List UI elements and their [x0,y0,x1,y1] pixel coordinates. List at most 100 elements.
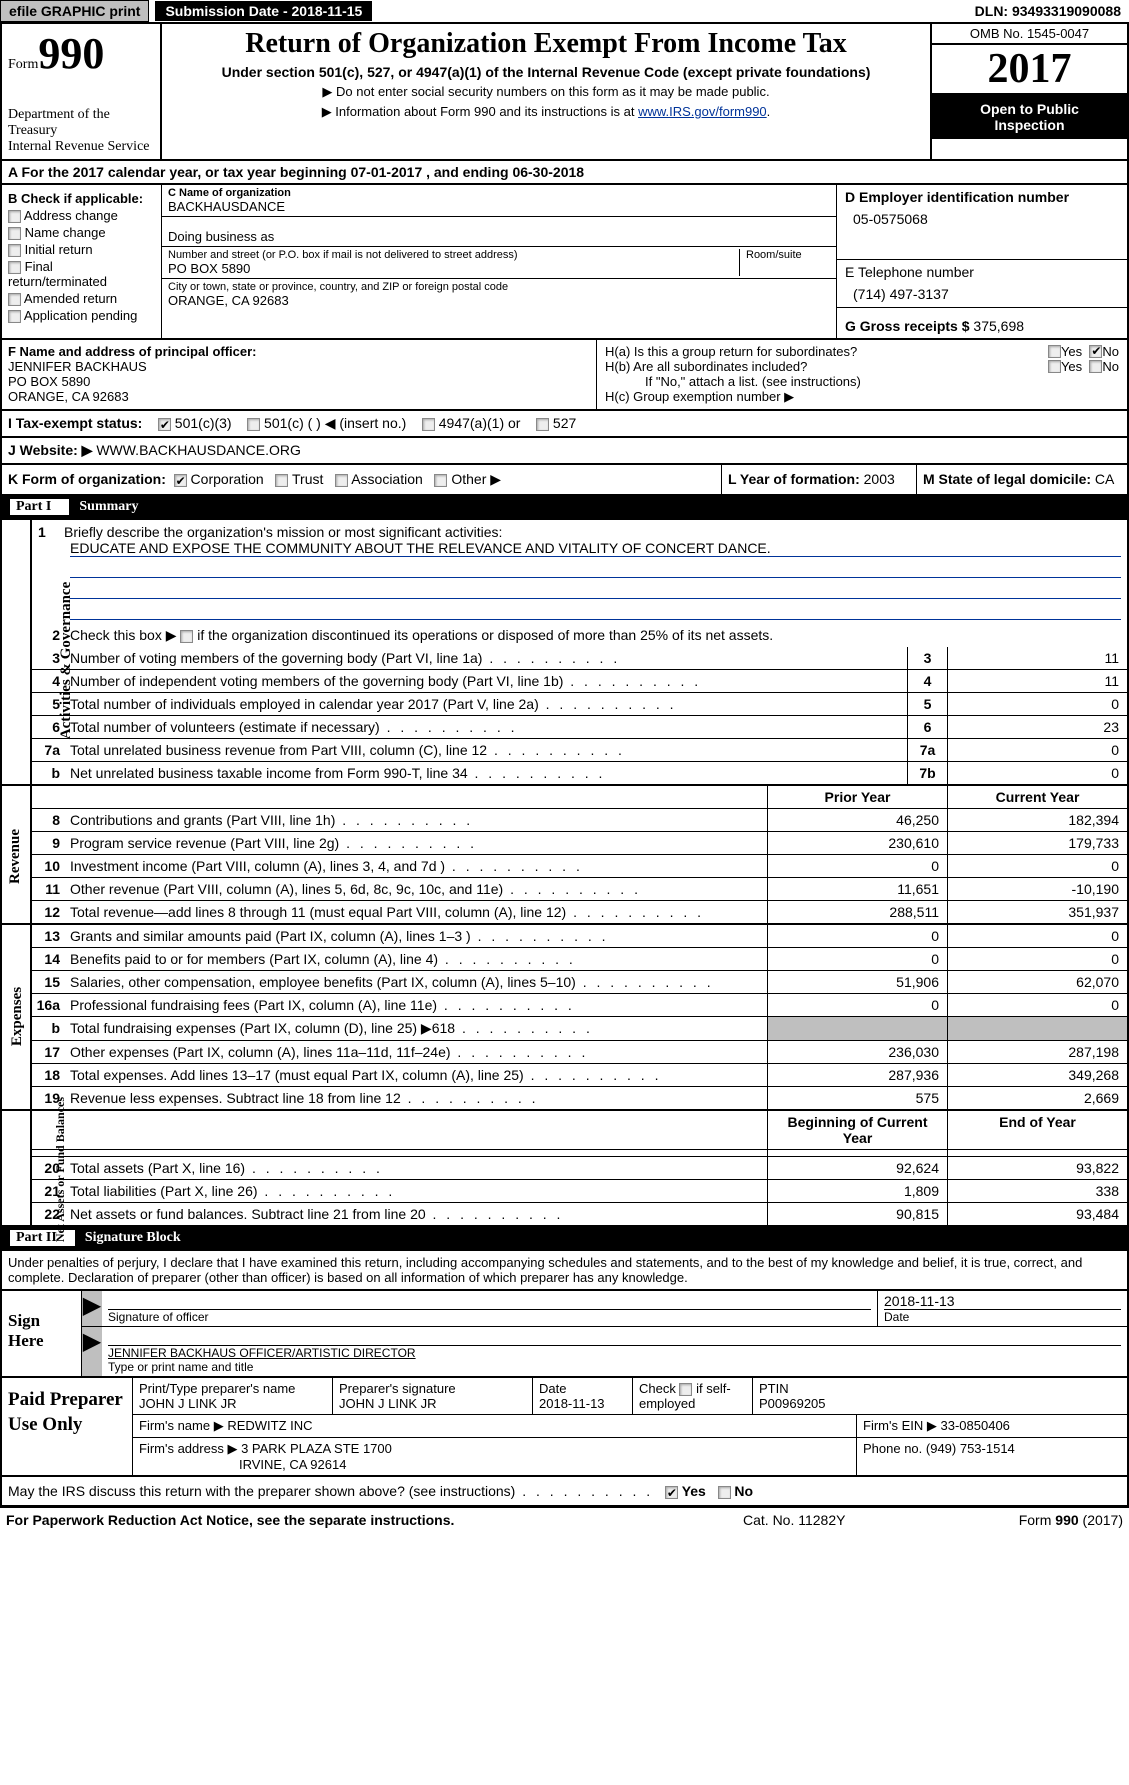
h-a: H(a) Is this a group return for subordin… [605,344,1119,359]
checkbox-icon[interactable] [1089,360,1102,373]
checkbox-icon[interactable] [434,474,447,487]
form-title: Return of Organization Exempt From Incom… [172,28,920,60]
discuss-row: May the IRS discuss this return with the… [0,1477,1129,1507]
checkbox-icon[interactable] [679,1383,692,1396]
b-header: B Check if applicable: [8,191,155,206]
row-i: I Tax-exempt status: 501(c)(3) 501(c) ( … [0,411,1129,438]
page-footer: For Paperwork Reduction Act Notice, see … [0,1507,1129,1532]
checkbox-icon[interactable] [158,418,171,431]
checkbox-icon[interactable] [8,210,21,223]
f-label: F Name and address of principal officer: [8,344,590,359]
table-row: b Net unrelated business taxable income … [32,762,1127,784]
checkbox-icon[interactable] [665,1486,678,1499]
summary-expenses: Expenses 13 Grants and similar amounts p… [0,925,1129,1111]
checkbox-icon[interactable] [1048,360,1061,373]
q2: Check this box ▶ if the organization dis… [64,624,1127,647]
e-phone: E Telephone number(714) 497-3137 [837,260,1127,308]
efile-button[interactable]: efile GRAPHIC print [0,0,149,22]
part2-header: Part IISignature Block [0,1227,1129,1251]
table-row: 22 Net assets or fund balances. Subtract… [32,1203,1127,1225]
firm-ein: 33-0850406 [941,1418,1010,1433]
b-opt-2: Initial return [8,242,155,257]
row-a: A For the 2017 calendar year, or tax yea… [0,161,1129,185]
h-b: H(b) Are all subordinates included? Yes … [605,359,1119,374]
m-state: M State of legal domicile: CA [917,465,1127,494]
table-row: 10 Investment income (Part VIII, column … [32,855,1127,878]
firm-addr1: 3 PARK PLAZA STE 1700 [241,1441,392,1456]
checkbox-icon[interactable] [8,293,21,306]
table-row: 5 Total number of individuals employed i… [32,693,1127,716]
table-row: 7a Total unrelated business revenue from… [32,739,1127,762]
sidebar-revenue: Revenue [7,829,24,884]
checkbox-icon[interactable] [536,418,549,431]
sig-declaration: Under penalties of perjury, I declare th… [0,1251,1129,1291]
mission-text: EDUCATE AND EXPOSE THE COMMUNITY ABOUT T… [70,540,1121,557]
prep-date: 2018-11-13 [539,1396,626,1411]
sidebar-governance: Activities & Governance [58,582,75,739]
b-opt-5: Application pending [8,308,155,323]
firm-addr2: IRVINE, CA 92614 [139,1457,850,1472]
b-opt-3: Final return/terminated [8,259,155,289]
checkbox-icon[interactable] [335,474,348,487]
section-f-h: F Name and address of principal officer:… [0,340,1129,411]
table-row: 21 Total liabilities (Part X, line 26) 1… [32,1180,1127,1203]
checkbox-icon[interactable] [422,418,435,431]
part1-header: Part ISummary [0,496,1129,520]
table-row: 9 Program service revenue (Part VIII, li… [32,832,1127,855]
table-row: 14 Benefits paid to or for members (Part… [32,948,1127,971]
table-row: 8 Contributions and grants (Part VIII, l… [32,809,1127,832]
table-row: 20 Total assets (Part X, line 16) 92,624… [32,1157,1127,1180]
sig-date: 2018-11-13 [884,1293,1121,1309]
row-k-l-m: K Form of organization: Corporation Trus… [0,465,1129,496]
c-street: Number and street (or P.O. box if mail i… [162,247,836,279]
f-addr2: ORANGE, CA 92683 [8,389,590,404]
table-row: 15 Salaries, other compensation, employe… [32,971,1127,994]
checkbox-icon[interactable] [275,474,288,487]
arrow-icon: ▶ [82,1291,102,1326]
irs-link[interactable]: www.IRS.gov/form990 [638,104,767,119]
b-opt-0: Address change [8,208,155,223]
c-dba: Doing business as [162,217,836,247]
footer-mid: Cat. No. 11282Y [743,1512,943,1528]
paid-preparer: Paid Preparer Use Only Print/Type prepar… [0,1378,1129,1477]
form-subtitle: Under section 501(c), 527, or 4947(a)(1)… [172,64,920,80]
table-row: b Total fundraising expenses (Part IX, c… [32,1017,1127,1041]
table-row: 3 Number of voting members of the govern… [32,647,1127,670]
footer-left: For Paperwork Reduction Act Notice, see … [6,1512,743,1528]
table-row: 19 Revenue less expenses. Subtract line … [32,1087,1127,1109]
preparer-sig: JOHN J LINK JR [339,1396,526,1411]
table-row: 11 Other revenue (Part VIII, column (A),… [32,878,1127,901]
hdr-cy: Current Year [947,786,1127,808]
h-b2: If "No," attach a list. (see instruction… [605,374,1119,389]
table-row: 4 Number of independent voting members o… [32,670,1127,693]
b-opt-1: Name change [8,225,155,240]
table-row: 12 Total revenue—add lines 8 through 11 … [32,901,1127,923]
f-name: JENNIFER BACKHAUS [8,359,590,374]
checkbox-icon[interactable] [247,418,260,431]
checkbox-icon[interactable] [8,244,21,257]
checkbox-icon[interactable] [180,630,193,643]
sig-label: Signature of officer [108,1309,871,1324]
checkbox-icon[interactable] [8,227,21,240]
checkbox-icon[interactable] [1089,345,1102,358]
checkbox-icon[interactable] [8,261,21,274]
checkbox-icon[interactable] [718,1486,731,1499]
checkbox-icon[interactable] [174,474,187,487]
g-receipts: G Gross receipts $ 375,698 [837,308,1127,338]
sign-here: Sign Here ▶ Signature of officer 2018-11… [0,1291,1129,1378]
summary-revenue: Revenue Prior YearCurrent Year 8 Contrib… [0,786,1129,925]
firm-phone: (949) 753-1514 [926,1441,1015,1456]
dept: Department of the TreasuryInternal Reven… [8,107,154,155]
section-b-to-g: B Check if applicable: Address change Na… [0,185,1129,340]
checkbox-icon[interactable] [8,310,21,323]
top-bar: efile GRAPHIC print Submission Date - 20… [0,0,1129,24]
b-opt-4: Amended return [8,291,155,306]
form-number: Form990 [8,28,154,79]
row-j: J Website: ▶ WWW.BACKHAUSDANCE.ORG [0,438,1129,465]
checkbox-icon[interactable] [1048,345,1061,358]
ptin: P00969205 [759,1396,1121,1411]
footer-right: Form 990 (2017) [943,1512,1123,1528]
sidebar-expenses: Expenses [9,987,26,1046]
l-year: L Year of formation: 2003 [722,465,917,494]
self-emp: Check if self-employed [633,1378,753,1414]
